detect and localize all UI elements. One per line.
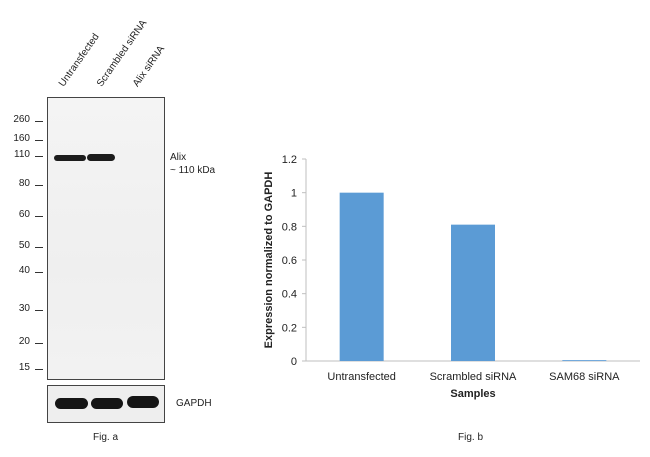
mw-marker-80: 80 xyxy=(18,178,30,189)
mw-marker-160: 160 xyxy=(13,133,30,144)
mw-marker-15: 15 xyxy=(18,362,30,373)
blot-membrane xyxy=(47,97,165,380)
gapdh-membrane xyxy=(47,385,165,423)
x-tick-label: Untransfected xyxy=(327,371,395,383)
mw-marker-110: 110 xyxy=(14,149,30,160)
gapdh-band-lane-1 xyxy=(55,398,88,409)
alix-band-lane-1 xyxy=(54,155,86,161)
mw-marker-30: 30 xyxy=(18,303,30,314)
alix-band-lane-2 xyxy=(87,154,115,161)
gapdh-band-lane-2 xyxy=(91,398,123,409)
mw-marker-60: 60 xyxy=(18,209,30,220)
gapdh-band-lane-3 xyxy=(127,396,159,408)
band-label-protein: Alix xyxy=(170,152,187,163)
mw-marker-260: 260 xyxy=(13,114,30,125)
x-tick-label: SAM68 siRNA xyxy=(549,371,620,383)
y-tick-label: 1 xyxy=(291,188,297,200)
gapdh-label: GAPDH xyxy=(176,398,212,409)
y-axis-title: Expression normalized to GAPDH xyxy=(263,172,275,349)
bar xyxy=(339,192,384,361)
y-tick-label: 0.2 xyxy=(282,322,297,334)
bar xyxy=(562,360,607,361)
band-label-size: ~ 110 kDa xyxy=(170,165,216,176)
y-tick-label: 0.6 xyxy=(282,255,297,267)
mw-marker-50: 50 xyxy=(18,240,30,251)
x-axis-title: Samples xyxy=(450,388,495,400)
y-tick-label: 1.2 xyxy=(282,154,297,166)
figure-caption-b: Fig. b xyxy=(458,432,484,443)
mw-marker-40: 40 xyxy=(18,265,30,276)
y-tick-label: 0.8 xyxy=(282,221,297,233)
bar xyxy=(451,224,495,361)
figure-caption-a: Fig. a xyxy=(93,432,119,443)
y-tick-label: 0 xyxy=(291,356,297,368)
mw-marker-20: 20 xyxy=(18,336,30,347)
x-tick-label: Scrambled siRNA xyxy=(430,371,517,383)
y-tick-label: 0.4 xyxy=(282,289,297,301)
